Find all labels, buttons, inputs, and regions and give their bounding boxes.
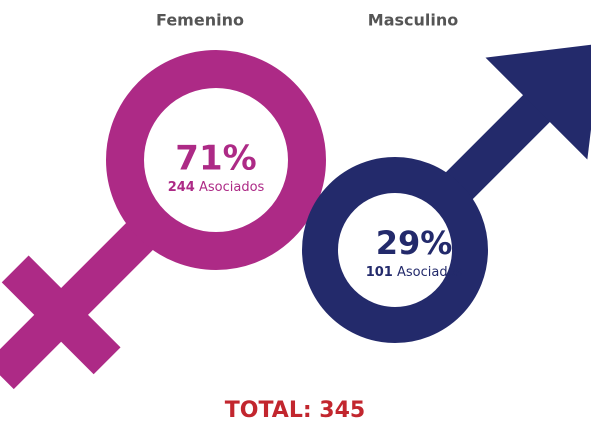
total: TOTAL: 345 [225,398,365,423]
count-line: 101 Asociados [366,265,463,280]
count-line: 244 Asociados [168,180,265,195]
count: 101 [366,265,393,280]
percent: 29% [376,224,453,262]
group-label: Femenino [156,11,244,30]
male-stem [438,81,564,207]
group-label: Masculino [368,11,458,30]
unit: Asociados [397,265,463,280]
unit: Asociados [199,180,265,195]
female-ring [106,50,326,270]
percent: 71% [175,139,256,179]
count: 244 [168,180,195,195]
female-symbol [0,217,159,390]
male-arrowhead [485,43,591,160]
male-ring [302,157,488,343]
female-cross [1,255,121,375]
male-symbol [438,43,591,207]
